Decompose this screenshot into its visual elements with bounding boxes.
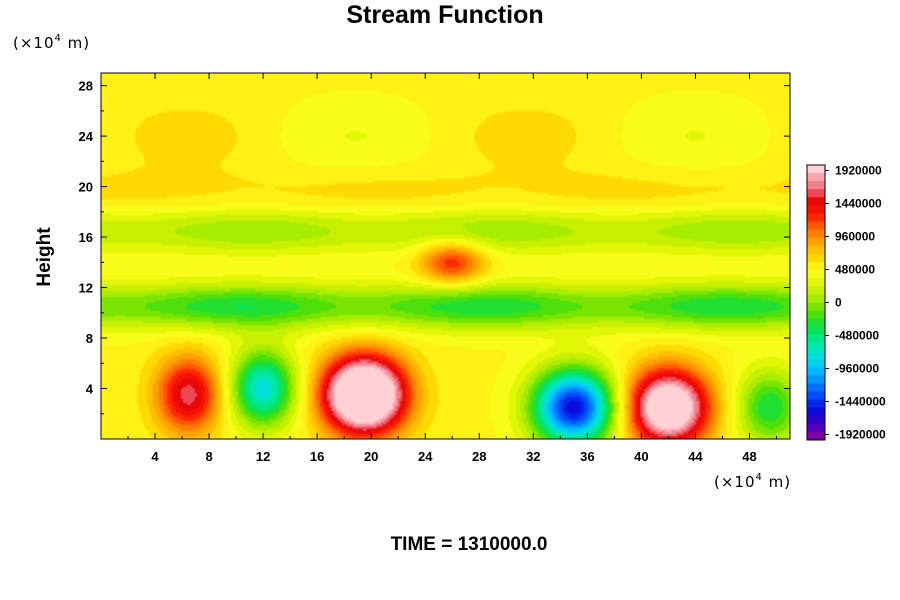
x-tick-label: 36	[580, 449, 594, 464]
colorbar-swatch	[807, 213, 825, 223]
colorbar-swatch	[807, 245, 825, 255]
colorbar-swatch	[807, 351, 825, 360]
y-tick-label: 12	[79, 281, 93, 296]
x-tick-label: 28	[472, 449, 486, 464]
x-tick-label: 32	[526, 449, 540, 464]
colorbar-swatch	[807, 294, 825, 303]
colorbar-swatch	[807, 181, 825, 190]
colorbar-swatch	[807, 326, 825, 336]
stream-function-field	[101, 73, 790, 439]
x-tick-label: 16	[310, 449, 324, 464]
colorbar-swatch	[807, 391, 825, 401]
colorbar-label: 0	[835, 296, 842, 310]
colorbar-swatch	[807, 270, 825, 279]
y-tick-label: 4	[86, 382, 94, 397]
colorbar-swatch	[807, 318, 825, 328]
colorbar-label: 480000	[835, 263, 875, 277]
colorbar-swatch	[807, 431, 825, 441]
colorbar-swatch	[807, 237, 825, 247]
colorbar-label: -1920000	[835, 428, 886, 442]
colorbar-swatch	[807, 286, 825, 295]
x-tick-label: 24	[418, 449, 433, 464]
colorbar-swatch	[807, 334, 825, 344]
colorbar-swatch	[807, 302, 825, 312]
y-tick-label: 24	[79, 129, 94, 144]
colorbar-swatch	[807, 189, 825, 198]
y-tick-label: 20	[79, 180, 93, 195]
y-tick-label: 16	[79, 230, 93, 245]
y-tick-label: 8	[86, 331, 93, 346]
colorbar-swatch	[807, 221, 825, 231]
plot-area	[100, 72, 791, 440]
y-tick-label: 28	[79, 79, 93, 94]
colorbar-label: 1440000	[835, 197, 882, 211]
colorbar-swatch	[807, 165, 825, 174]
colorbar-swatch	[807, 399, 825, 409]
colorbar-swatch	[807, 423, 825, 433]
y-axis-unit: (×104 m)	[13, 33, 90, 52]
x-axis-unit: (×104 m)	[714, 472, 791, 491]
x-axis-ticks: 4 8 12 16 20 24 28 32 36 40 44 48	[127, 73, 777, 464]
x-tick-label: 44	[688, 449, 703, 464]
time-label: TIME = 1310000.0	[391, 534, 548, 555]
colorbar-swatch	[807, 342, 825, 352]
plot-frame	[100, 72, 791, 440]
colorbar-swatch	[807, 310, 825, 320]
colorbar-swatch	[807, 197, 825, 206]
x-tick-label: 4	[151, 449, 159, 464]
x-tick-label: 40	[634, 449, 648, 464]
colorbar-label: 1920000	[835, 164, 882, 178]
colorbar-swatch	[807, 407, 825, 417]
colorbar-swatch	[807, 375, 825, 384]
colorbar-label: -960000	[835, 362, 879, 376]
colorbar-swatch	[807, 415, 825, 425]
colorbar-label: -480000	[835, 329, 879, 343]
colorbar-label: 960000	[835, 230, 875, 244]
y-axis-label: Height	[34, 227, 55, 287]
x-tick-label: 8	[205, 449, 212, 464]
colorbar-swatch	[807, 253, 825, 263]
x-tick-label: 48	[742, 449, 756, 464]
colorbar: 1920000 1440000 960000 480000 0 -480000 -96000…	[806, 164, 886, 442]
colorbar-swatch	[807, 262, 825, 271]
colorbar-label: -1440000	[835, 395, 886, 409]
x-tick-label: 12	[256, 449, 270, 464]
colorbar-swatch	[807, 229, 825, 239]
colorbar-swatch	[807, 383, 825, 392]
colorbar-swatch	[807, 278, 825, 287]
colorbar-swatch	[807, 173, 825, 182]
colorbar-swatch	[807, 359, 825, 368]
chart-title: Stream Function	[346, 1, 543, 29]
colorbar-swatch	[807, 205, 825, 215]
x-tick-label: 20	[364, 449, 378, 464]
y-axis-ticks: 4 8 12 16 20 24 28	[79, 79, 790, 415]
colorbar-swatch	[807, 367, 825, 376]
